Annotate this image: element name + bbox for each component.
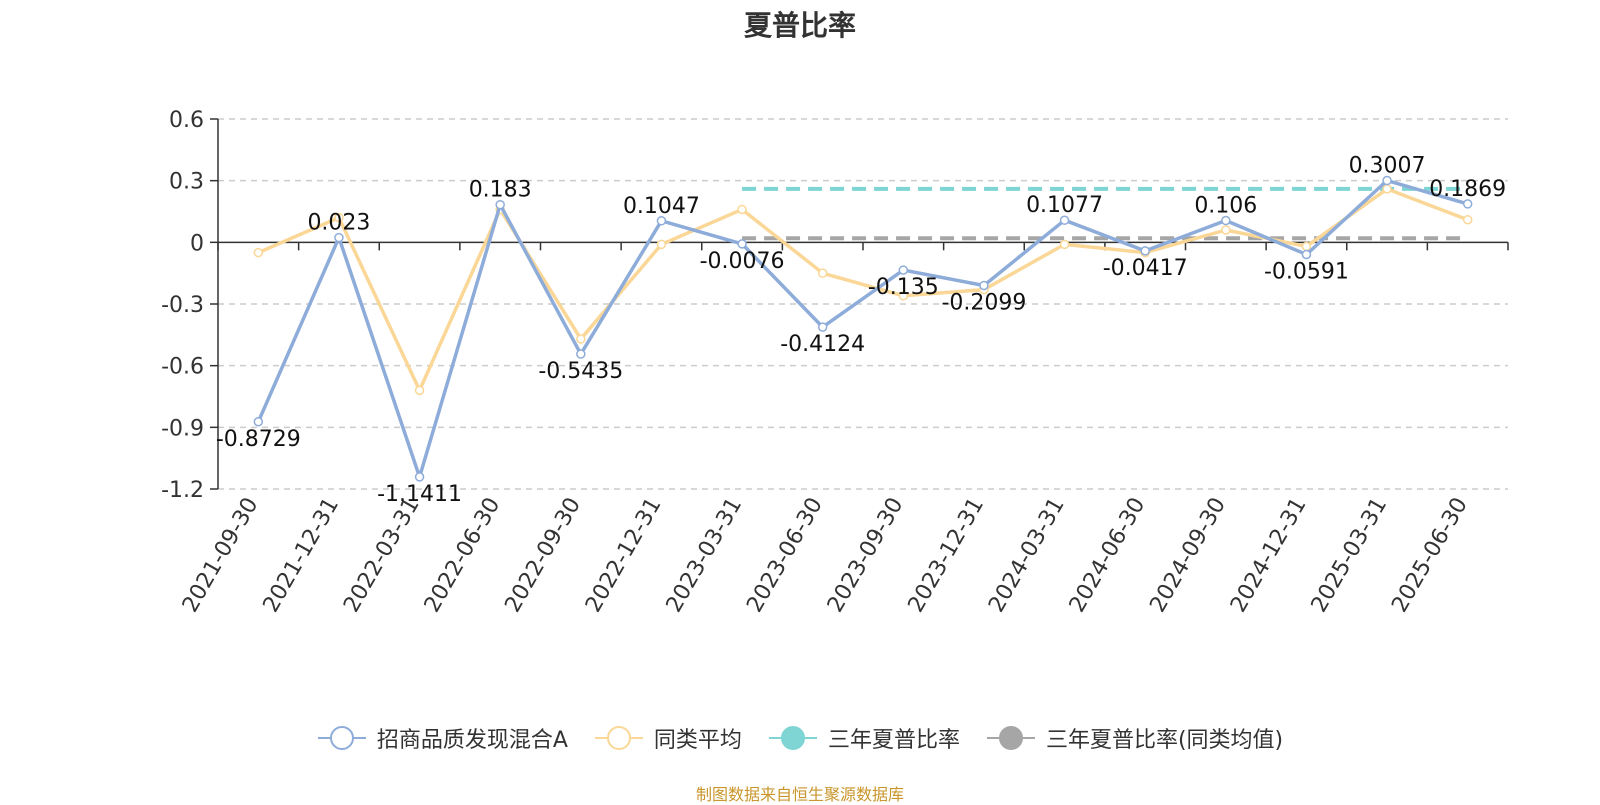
legend-swatch <box>768 726 817 750</box>
x-tick-label: 2023-06-30 <box>742 494 828 617</box>
data-label: -0.4124 <box>780 332 865 357</box>
data-label: 0.183 <box>469 178 532 203</box>
data-label: 0.3007 <box>1349 154 1426 179</box>
data-point <box>737 239 747 249</box>
legend-swatch <box>594 726 643 750</box>
data-label: -0.0076 <box>700 249 785 274</box>
y-tick-label: -0.9 <box>161 416 204 441</box>
data-point <box>898 265 909 275</box>
data-point <box>737 204 747 215</box>
data-point <box>1140 246 1150 256</box>
reference-lines <box>742 186 1468 241</box>
legend-item[interactable]: 同类平均 <box>594 722 742 754</box>
data-label: 0.1077 <box>1026 193 1103 218</box>
grid-layer <box>218 118 1508 490</box>
series-line <box>256 178 1469 479</box>
y-tick-label: 0.3 <box>169 170 204 195</box>
data-point <box>576 334 586 344</box>
x-tick-label: 2025-03-31 <box>1307 494 1393 617</box>
chart-title: 夏普比率 <box>743 9 856 42</box>
source-footer: 制图数据来自恒生聚源数据库 <box>695 785 904 804</box>
data-point <box>334 212 344 223</box>
x-tick-label: 2023-12-31 <box>904 494 990 617</box>
data-point <box>656 216 667 226</box>
data-label: -0.8729 <box>216 427 301 452</box>
data-label: -0.0417 <box>1103 256 1188 281</box>
data-point <box>1301 241 1312 252</box>
data-point <box>253 417 264 427</box>
y-tick-label: -0.6 <box>161 355 204 380</box>
legend-label: 同类平均 <box>653 728 742 753</box>
data-label: 0.023 <box>307 211 370 236</box>
legend-swatch <box>986 726 1035 750</box>
data-point <box>979 280 989 291</box>
y-tick-label: -1.2 <box>161 478 204 503</box>
data-label: 0.1869 <box>1429 177 1506 202</box>
x-tick-label: 2024-12-31 <box>1226 494 1312 617</box>
x-tick-label: 2022-06-30 <box>420 494 506 617</box>
legend-item[interactable]: 招商品质发现混合A <box>317 722 568 754</box>
data-label: -1.1411 <box>377 482 462 507</box>
x-tick-label: 2025-06-30 <box>1387 494 1473 617</box>
data-point <box>898 291 909 301</box>
axis-layer: 0.6 0.3 0 -0.3 -0.6 -0.9 -1.22021-09-302021-12… <box>161 108 1509 617</box>
x-tick-label: 2024-09-30 <box>1145 494 1231 617</box>
data-point <box>414 385 425 396</box>
x-tick-label: 2022-09-30 <box>500 494 586 617</box>
legend-label: 三年夏普比率(同类均值) <box>1045 728 1284 753</box>
x-tick-label: 2023-09-30 <box>823 494 909 617</box>
data-point <box>253 247 264 258</box>
data-label: -0.2099 <box>941 290 1026 315</box>
legend-item[interactable]: 三年夏普比率(同类均值) <box>986 722 1283 754</box>
data-point <box>817 322 828 332</box>
data-label: -0.5435 <box>538 359 623 384</box>
data-point <box>656 239 667 250</box>
x-tick-label: 2022-03-31 <box>339 494 425 617</box>
data-point <box>1059 215 1070 225</box>
x-tick-label: 2021-12-31 <box>259 494 345 617</box>
legend-label: 三年夏普比率 <box>827 728 960 753</box>
y-tick-label: 0.6 <box>169 108 204 133</box>
data-point <box>1462 199 1473 209</box>
series-layer <box>253 175 1473 482</box>
data-label: -0.135 <box>868 275 939 300</box>
x-tick-label: 2023-03-31 <box>662 494 748 617</box>
legend-swatch <box>317 726 366 750</box>
data-label: 0.1047 <box>623 194 700 219</box>
data-point <box>1462 214 1473 225</box>
data-label: -0.0591 <box>1264 259 1349 284</box>
legend-item[interactable]: 三年夏普比率 <box>768 722 960 754</box>
data-point <box>1221 215 1231 226</box>
data-point <box>576 349 586 359</box>
data-point <box>1382 184 1392 194</box>
data-point <box>1382 175 1392 186</box>
data-label: 0.106 <box>1194 194 1257 219</box>
legend: 招商品质发现混合A 同类平均 三年夏普比率 三年夏普比率(同类均值) <box>0 722 1600 754</box>
y-tick-label: -0.3 <box>161 293 204 318</box>
y-tick-label: 0 <box>190 231 204 256</box>
data-point <box>1059 239 1070 250</box>
data-point <box>414 472 425 482</box>
legend-label: 招商品质发现混合A <box>376 728 568 753</box>
data-labels: -0.8729 0.023 -1.1411 0.183 -0.5435 0.1047 -0.… <box>216 154 1506 507</box>
series-line <box>257 187 1469 393</box>
data-point <box>1301 249 1312 260</box>
data-point <box>1221 225 1231 235</box>
data-point <box>817 268 828 278</box>
x-tick-label: 2021-09-30 <box>178 494 264 617</box>
x-tick-label: 2024-06-30 <box>1065 494 1151 617</box>
x-tick-label: 2024-03-31 <box>984 494 1070 617</box>
data-point <box>495 199 505 210</box>
x-tick-label: 2022-12-31 <box>581 494 667 617</box>
data-point <box>334 232 344 243</box>
